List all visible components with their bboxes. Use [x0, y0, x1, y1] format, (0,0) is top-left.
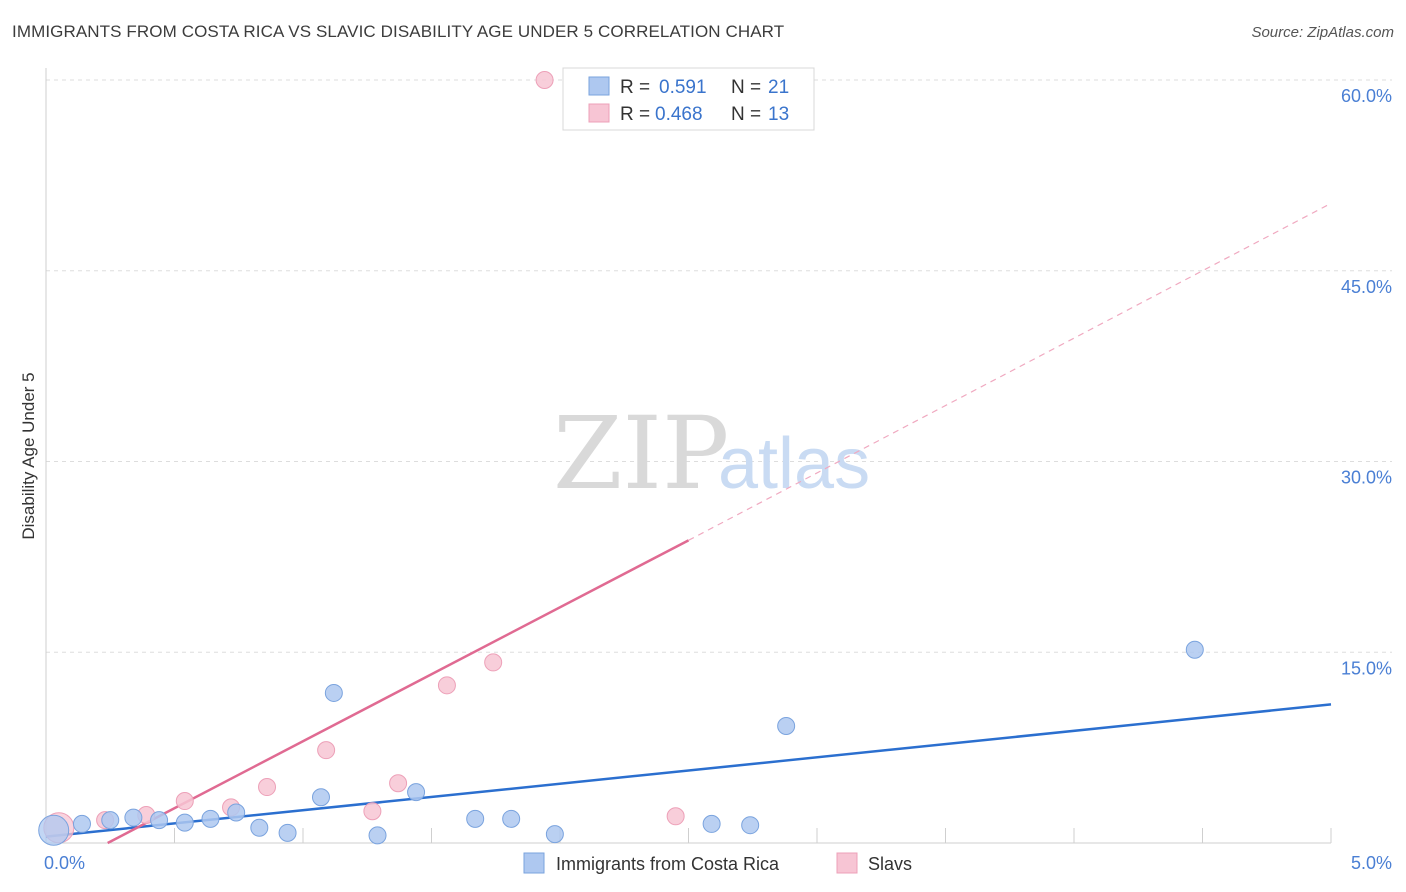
bottom-legend-swatch-pink — [836, 852, 858, 874]
point-costa-rica — [368, 826, 387, 845]
legend-n-label: N = — [731, 104, 761, 125]
y-tick-label: 45.0% — [1341, 277, 1392, 297]
point-costa-rica — [777, 717, 796, 736]
y-axis-title: Disability Age Under 5 — [19, 372, 38, 539]
point-slavs — [317, 741, 336, 760]
y-tick-label: 60.0% — [1341, 86, 1392, 106]
point-slavs — [363, 802, 382, 821]
point-slavs — [389, 774, 408, 793]
legend-n-value-blue: 21 — [768, 77, 789, 98]
point-costa-rica — [278, 823, 297, 842]
bottom-legend: Immigrants from Costa Rica Slavs — [523, 852, 912, 874]
source-label: Source: ZipAtlas.com — [1251, 24, 1394, 41]
x-tick-label: 5.0% — [1351, 853, 1392, 873]
legend-r-value-blue: 0.591 — [659, 77, 707, 98]
point-costa-rica — [124, 808, 143, 827]
legend-n-value-pink: 13 — [768, 104, 789, 125]
chart-title: IMMIGRANTS FROM COSTA RICA VS SLAVIC DIS… — [12, 22, 785, 41]
bottom-legend-label-pink: Slavs — [868, 854, 912, 874]
grid — [46, 79, 1392, 653]
legend-r-value-pink: 0.468 — [655, 104, 703, 125]
point-costa-rica — [201, 809, 220, 828]
point-costa-rica — [1185, 640, 1204, 659]
bottom-legend-label-blue: Immigrants from Costa Rica — [556, 854, 780, 874]
point-costa-rica — [175, 813, 194, 832]
point-costa-rica — [407, 783, 426, 802]
point-costa-rica — [466, 809, 485, 828]
legend-swatch-pink — [588, 103, 610, 123]
x-tick-labels: 0.0% 5.0% — [44, 853, 1392, 873]
point-costa-rica — [311, 788, 330, 807]
point-costa-rica — [101, 811, 120, 830]
trend-lines — [45, 202, 1332, 845]
point-costa-rica — [227, 803, 246, 822]
y-tick-labels: 15.0% 30.0% 45.0% 60.0% — [1341, 86, 1392, 678]
trend-line-costa-rica — [45, 703, 1332, 838]
point-costa-rica — [38, 814, 70, 846]
trend-line-slavs — [107, 539, 690, 845]
point-slavs — [535, 71, 554, 89]
watermark-atlas: atlas — [718, 424, 870, 504]
bottom-legend-swatch-blue — [523, 852, 545, 874]
point-costa-rica — [741, 816, 760, 835]
point-costa-rica — [545, 825, 564, 844]
point-slavs — [258, 778, 277, 797]
x-tick-label: 0.0% — [44, 853, 85, 873]
point-costa-rica — [250, 818, 269, 837]
point-slavs — [666, 807, 685, 826]
point-slavs — [175, 792, 194, 811]
point-costa-rica — [502, 809, 521, 828]
watermark-zip: ZIP — [553, 395, 729, 512]
point-costa-rica — [72, 814, 91, 833]
legend-box: R = 0.591 N = 21 R = 0.468 N = 13 — [562, 67, 815, 131]
watermark: ZIP atlas — [553, 395, 870, 512]
y-tick-label: 30.0% — [1341, 468, 1392, 488]
data-points — [38, 71, 1204, 846]
point-costa-rica — [702, 814, 721, 833]
point-slavs — [484, 653, 503, 672]
legend-swatch-blue — [588, 76, 610, 96]
point-slavs — [437, 676, 456, 695]
legend-r-label: R = — [620, 77, 650, 98]
y-tick-label: 15.0% — [1341, 658, 1392, 678]
point-costa-rica — [150, 811, 169, 830]
point-costa-rica — [324, 683, 343, 702]
legend-r-label: R = — [620, 104, 650, 125]
legend-n-label: N = — [731, 77, 761, 98]
